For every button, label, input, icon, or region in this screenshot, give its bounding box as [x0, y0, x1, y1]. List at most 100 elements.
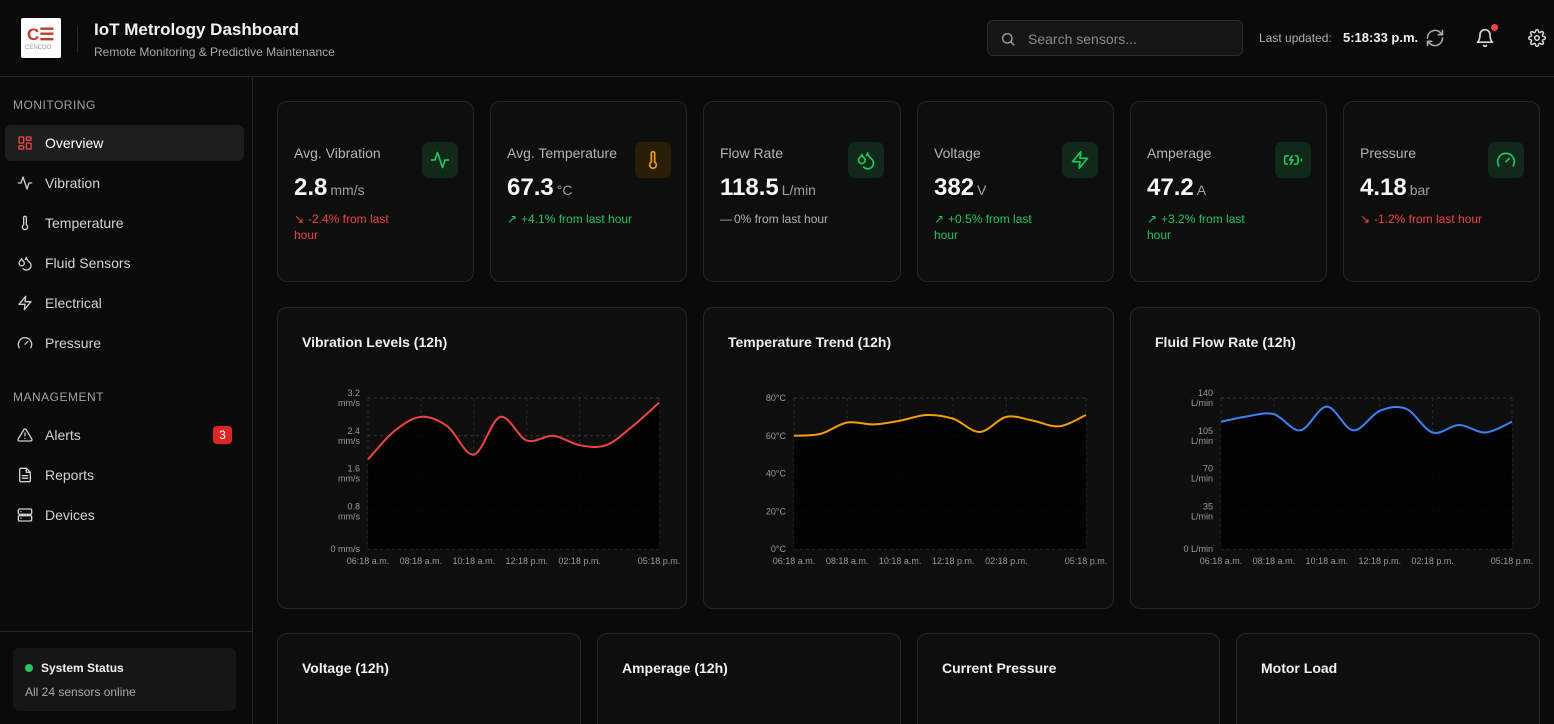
x-tick-label: 02:18 p.m.: [1411, 556, 1454, 566]
stat-title: Flow Rate: [720, 145, 784, 161]
y-tick-label: mm/s: [338, 511, 360, 521]
sidebar-item-vibration[interactable]: Vibration: [5, 165, 244, 201]
chart-card-flow-rate: Fluid Flow Rate (12h) 0 L/min 35 L/min 70 L/…: [1130, 307, 1540, 609]
y-tick-label: 0°C: [771, 544, 787, 554]
x-tick-label: 12:18 p.m.: [1358, 556, 1401, 566]
last-updated-label: Last updated:: [1259, 31, 1332, 45]
stat-card-amperage: Amperage 47.2 A ↗ +3.2% from last hour: [1130, 101, 1327, 282]
stat-icon-box: [635, 142, 671, 178]
y-tick-label: 0.8: [347, 501, 360, 511]
stat-card-pressure: Pressure 4.18 bar ↘ -1.2% from last hour: [1343, 101, 1540, 282]
chart-card-voltage: Voltage (12h): [277, 633, 581, 724]
notification-dot: [1491, 24, 1498, 31]
x-tick-label: 08:18 a.m.: [826, 556, 869, 566]
y-tick-label: L/min: [1191, 511, 1213, 521]
stat-card-vibration: Avg. Vibration 2.8 mm/s ↘ -2.4% from last …: [277, 101, 474, 282]
status-text: All 24 sensors online: [25, 685, 136, 699]
y-tick-label: 70: [1203, 464, 1213, 474]
refresh-icon[interactable]: [1425, 28, 1445, 48]
battery-charging-icon: [1283, 155, 1303, 165]
stat-icon-box: [422, 142, 458, 178]
sidebar-item-label: Electrical: [45, 295, 102, 311]
y-tick-label: mm/s: [338, 398, 360, 408]
stat-trend: ↗ +0.5% from last hour: [934, 212, 1032, 242]
thermometer-icon: [648, 150, 658, 170]
y-tick-label: 140: [1198, 388, 1213, 398]
bell-icon[interactable]: [1475, 28, 1495, 48]
trend-up-icon: ↗: [934, 212, 945, 226]
sidebar-item-fluid-sensors[interactable]: Fluid Sensors: [5, 245, 244, 281]
x-tick-label: 10:18 a.m.: [1306, 556, 1349, 566]
droplets-icon: [857, 152, 875, 170]
activity-icon: [17, 176, 33, 190]
sidebar-item-pressure[interactable]: Pressure: [5, 325, 244, 361]
gauge-icon: [17, 337, 33, 349]
x-tick-label: 08:18 a.m.: [1253, 556, 1296, 566]
y-tick-label: 0 mm/s: [330, 544, 360, 554]
logo-mark: C☰: [27, 25, 55, 44]
top-header: C☰ CENCOO IoT Metrology Dashboard Remote…: [0, 0, 1554, 77]
vibration-chart: 0 mm/s0.8mm/s1.6mm/s2.4mm/s3.2mm/s06:18 …: [330, 388, 681, 566]
alerts-count-badge: 3: [213, 426, 232, 444]
sidebar-item-label: Temperature: [45, 215, 124, 231]
search-icon: [1002, 33, 1015, 46]
sidebar-item-label: Pressure: [45, 335, 102, 351]
x-tick-label: 05:18 p.m.: [638, 556, 681, 566]
stat-unit: A: [1196, 182, 1207, 198]
x-tick-label: 06:18 a.m.: [1200, 556, 1243, 566]
stat-trend: ↘ -1.2% from last hour: [1360, 212, 1483, 226]
system-status-card: System Status All 24 sensors online: [13, 648, 236, 711]
sidebar-item-devices[interactable]: Devices: [5, 497, 244, 533]
chart-title: Fluid Flow Rate (12h): [1155, 334, 1296, 350]
company-logo[interactable]: C☰ CENCOO: [21, 18, 61, 58]
y-tick-label: L/min: [1191, 474, 1213, 484]
sidebar-item-overview[interactable]: Overview: [5, 125, 244, 161]
card-motor-load: Motor Load: [1236, 633, 1540, 724]
y-tick-label: 1.6: [347, 464, 360, 474]
sidebar-item-label: Overview: [45, 135, 104, 151]
y-tick-label: 0 L/min: [1183, 544, 1213, 554]
series-area: [794, 414, 1086, 549]
card-current-pressure: Current Pressure: [917, 633, 1220, 724]
file-text-icon: [19, 467, 31, 483]
status-online-dot: [25, 664, 33, 672]
monitoring-section-label: MONITORING: [13, 98, 96, 112]
x-tick-label: 06:18 a.m.: [347, 556, 390, 566]
stat-unit: V: [977, 182, 987, 198]
stat-trend: ↗ +3.2% from last hour: [1147, 212, 1245, 242]
search-input[interactable]: [1028, 29, 1228, 49]
zap-icon: [1071, 150, 1089, 170]
stat-title: Avg. Vibration: [294, 145, 381, 161]
status-title: System Status: [41, 661, 124, 675]
stat-trend: ↗ +4.1% from last hour: [507, 212, 633, 226]
stat-icon-box: [1062, 142, 1098, 178]
series-area: [1221, 406, 1512, 549]
y-tick-label: mm/s: [338, 436, 360, 446]
sidebar-item-reports[interactable]: Reports: [5, 457, 244, 493]
trend-down-icon: ↘: [1360, 212, 1371, 226]
zap-icon: [18, 295, 32, 311]
stat-unit: bar: [1409, 182, 1430, 198]
search-box[interactable]: [987, 20, 1243, 56]
series-line: [367, 401, 660, 461]
y-tick-label: 40°C: [766, 469, 787, 479]
chart-title: Amperage (12h): [622, 660, 728, 676]
stat-card-temperature: Avg. Temperature 67.3 °C ↗ +4.1% from last…: [490, 101, 687, 282]
sidebar-item-temperature[interactable]: Temperature: [5, 205, 244, 241]
management-section-label: MANAGEMENT: [13, 390, 105, 404]
stat-value: 4.18 bar: [1360, 174, 1430, 201]
chart-title: Motor Load: [1261, 660, 1338, 676]
sidebar-item-electrical[interactable]: Electrical: [5, 285, 244, 321]
gear-icon[interactable]: [1528, 29, 1546, 47]
stat-title: Amperage: [1147, 145, 1212, 161]
sidebar-item-label: Alerts: [45, 427, 81, 443]
stat-unit: °C: [556, 182, 573, 198]
y-tick-label: 20°C: [766, 506, 787, 516]
y-tick-label: 35: [1203, 501, 1213, 511]
stat-unit: L/min: [781, 182, 816, 198]
y-tick-label: 60°C: [766, 431, 787, 441]
y-tick-label: L/min: [1191, 398, 1213, 408]
series-line: [1220, 405, 1513, 434]
sidebar-item-alerts[interactable]: Alerts 3: [5, 417, 244, 453]
series-area: [368, 402, 659, 549]
